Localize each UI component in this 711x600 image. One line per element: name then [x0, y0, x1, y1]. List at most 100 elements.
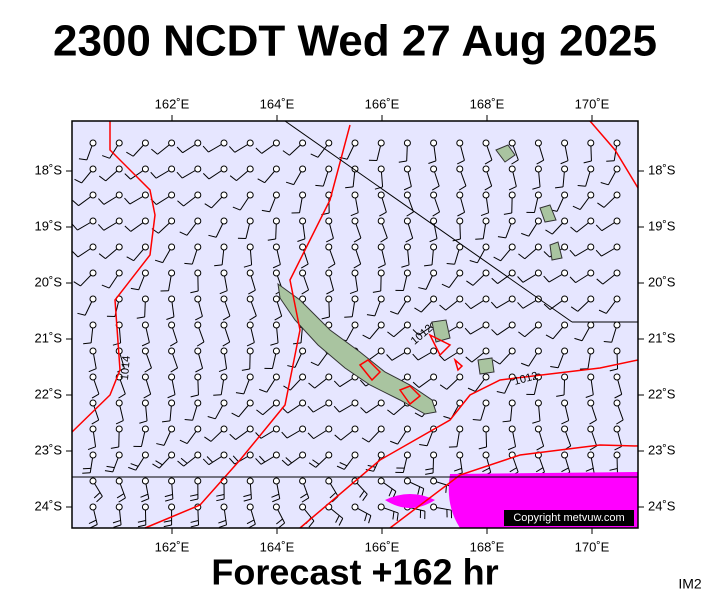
station [587, 165, 595, 173]
station [561, 269, 569, 277]
barb-flag [406, 211, 414, 217]
station [456, 295, 464, 303]
barb-flag [374, 186, 383, 190]
barb-flag [248, 289, 256, 295]
barb-flag [155, 460, 163, 466]
barb-flag [441, 283, 450, 288]
barb-flag [431, 185, 440, 191]
barb-flag [572, 205, 581, 210]
barb-flag [387, 409, 395, 416]
barb-flag [71, 223, 78, 231]
barb-flag [321, 316, 330, 320]
barb-flag [124, 197, 131, 205]
station [299, 165, 307, 173]
borders [72, 120, 638, 478]
station [403, 373, 411, 381]
isobar-label: 1014 [119, 355, 133, 380]
barb-flag [130, 463, 139, 467]
station [272, 399, 280, 407]
barb-flag [164, 493, 173, 498]
station [587, 373, 595, 381]
station [587, 399, 595, 407]
lon-label: 162˚E [155, 96, 190, 111]
station [561, 139, 569, 147]
barb-flag [464, 327, 471, 335]
barb-flag [412, 353, 419, 361]
barb-flag [110, 446, 119, 449]
station [482, 295, 490, 303]
station [351, 139, 359, 147]
station [194, 191, 202, 199]
barb-flag [545, 334, 554, 340]
barb-flag [532, 186, 541, 190]
station [403, 243, 411, 251]
barb-flag [167, 394, 176, 399]
barb-flag [401, 264, 410, 268]
station [482, 321, 490, 329]
barb-flag [577, 185, 586, 187]
barb-flag [91, 419, 99, 425]
barb-flag [614, 393, 622, 399]
station [534, 269, 542, 277]
barb-flag [202, 458, 210, 466]
station [613, 165, 621, 173]
station [430, 165, 438, 173]
station [299, 269, 307, 277]
barb-flag [243, 498, 252, 502]
barb-flag [414, 307, 422, 313]
barb-flag [569, 276, 576, 283]
station [325, 373, 333, 381]
barb-flag [297, 238, 306, 242]
barb-flag [574, 337, 583, 342]
station [561, 191, 569, 199]
station [141, 425, 149, 433]
station [508, 425, 516, 433]
station [246, 269, 254, 277]
station [89, 243, 97, 251]
station [508, 165, 516, 173]
station [456, 321, 464, 329]
barb-flag [207, 416, 216, 420]
barb-flag [329, 492, 337, 499]
barb-flag [77, 312, 86, 316]
station [246, 347, 254, 355]
station [430, 373, 438, 381]
barb-flag [124, 173, 131, 180]
barb-flag [561, 420, 569, 425]
barb-flag [177, 460, 184, 467]
station [168, 321, 176, 329]
station [220, 373, 228, 381]
station [89, 269, 97, 277]
station [403, 451, 411, 459]
barb-flag [555, 186, 564, 189]
station [141, 321, 149, 329]
station [377, 399, 385, 407]
station [561, 243, 569, 251]
barb-flag [511, 159, 519, 165]
barb-flag [353, 237, 362, 243]
barb-flag [469, 260, 478, 264]
lat-label: 18˚S [35, 162, 63, 177]
barb-flag [88, 368, 97, 373]
wind-barbs [71, 139, 630, 529]
station [299, 425, 307, 433]
barb-flag [115, 420, 124, 425]
station [351, 399, 359, 407]
station [561, 399, 569, 407]
barb-flag [118, 497, 126, 503]
station [351, 295, 359, 303]
station [272, 503, 280, 511]
barb-flag [491, 277, 498, 284]
station [272, 373, 280, 381]
station [351, 243, 359, 251]
barb-flag [482, 467, 490, 473]
station [246, 243, 254, 251]
barb-flag [78, 158, 87, 161]
station [115, 165, 123, 173]
station [587, 269, 595, 277]
barb-flag [259, 455, 266, 463]
station [246, 139, 254, 147]
barb-flag [508, 186, 517, 191]
barb-flag [585, 467, 594, 472]
barb-flag [255, 147, 263, 154]
